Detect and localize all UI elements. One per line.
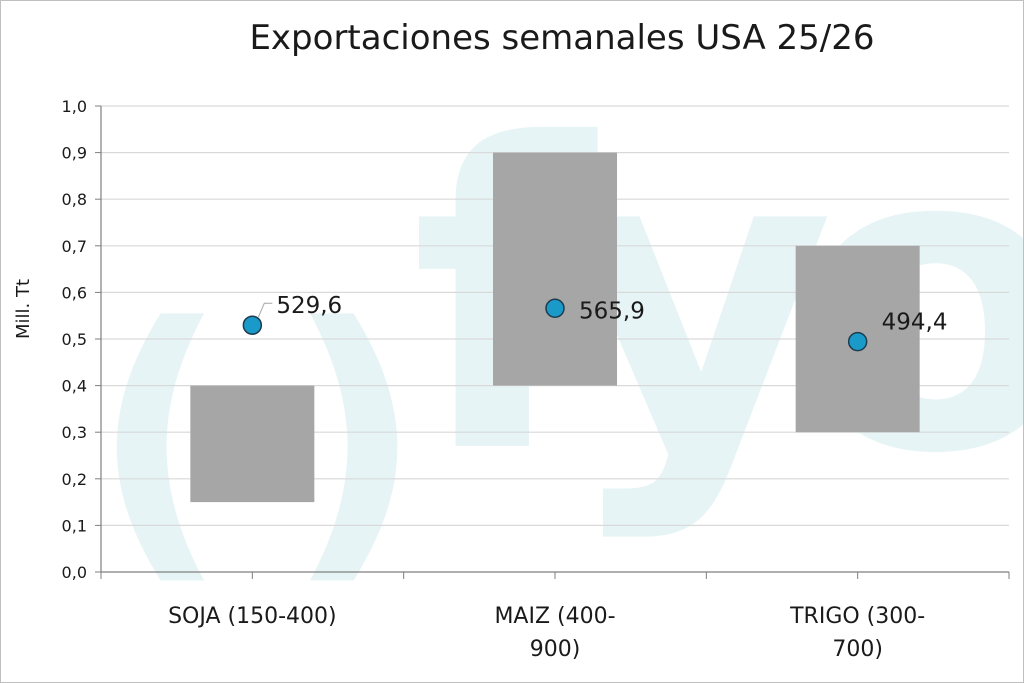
x-tick-label: TRIGO (300- [789, 604, 925, 629]
leader-line [257, 302, 273, 318]
x-tick-label: MAIZ (400- [494, 604, 615, 629]
y-axis-label: Mill. Tt [13, 279, 34, 339]
y-tick-label: 0,6 [62, 283, 87, 302]
y-tick-label: 0,2 [62, 470, 87, 489]
data-label: 565,9 [579, 298, 645, 324]
y-tick-label: 0,3 [62, 423, 87, 442]
chart-title: Exportaciones semanales USA 25/26 [249, 18, 874, 58]
y-tick-label: 0,7 [62, 237, 87, 256]
leader-line [863, 319, 878, 334]
actual-marker [847, 331, 868, 352]
y-tick-label: 0,5 [62, 330, 87, 349]
data-labels: 529,6 565,9 494,4 [257, 293, 948, 336]
y-tick-label: 0,1 [62, 516, 87, 535]
data-label: 529,6 [276, 293, 342, 319]
actual-marker [545, 298, 565, 319]
axes: 0,0 0,1 0,2 0,3 0,4 0,5 0,6 0,7 0,8 0,9 1,0 SOJA (1… [62, 97, 1010, 662]
data-label: 494,4 [882, 310, 948, 336]
actual-marker [242, 315, 263, 335]
x-tick-label: 900) [530, 637, 581, 662]
range-bar [190, 385, 315, 503]
actual-markers [242, 298, 868, 352]
x-tick-label: 700) [832, 637, 883, 662]
x-tick-label: SOJA (150-400) [168, 604, 337, 629]
range-bar [493, 152, 617, 386]
y-tick-label: 0,8 [62, 190, 87, 209]
y-tick-label: 0,4 [62, 377, 87, 396]
y-tick-label: 1,0 [62, 97, 87, 116]
y-tick-label: 0,0 [62, 563, 87, 582]
y-tick-label: 0,9 [62, 144, 87, 163]
